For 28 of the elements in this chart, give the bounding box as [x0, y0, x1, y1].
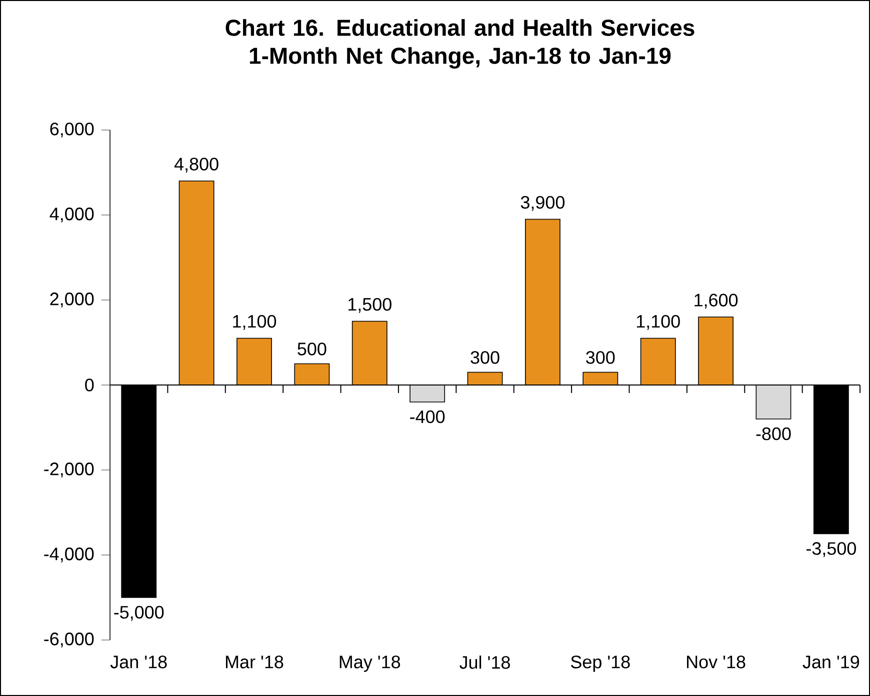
data-label: 1,600: [694, 294, 738, 309]
data-label: 300: [470, 351, 500, 364]
x-tick-label: Mar '18: [226, 656, 284, 668]
x-tick-label: Sep '18: [570, 656, 630, 672]
data-label: -5,000: [114, 606, 164, 621]
y-tick-label: 6,000: [50, 122, 94, 138]
data-label: 1,100: [636, 314, 680, 330]
y-tick-label: 2,000: [50, 292, 94, 308]
y-tick-label: -2,000: [44, 462, 94, 478]
x-tick-label: Jan '19: [802, 656, 860, 668]
y-tick-label: 4,000: [50, 208, 94, 222]
x-tick-label: Jan '18: [110, 656, 167, 668]
y-tick-label: -6,000: [44, 632, 94, 648]
data-label: 1,100: [233, 314, 276, 330]
data-label: 3,900: [520, 196, 565, 211]
x-tick-label: May '18: [340, 656, 400, 672]
data-label: -3,500: [806, 542, 856, 558]
data-label: 4,800: [174, 158, 218, 173]
chart-title: Chart 16. Educational and Health Services 1-Month Net Change, Jan-18 to Jan-19: [226, 19, 694, 69]
data-label: 1,500: [348, 298, 392, 313]
data-label: 300: [586, 351, 615, 364]
x-tick-label: Jul '18: [460, 656, 510, 669]
data-label: 500: [298, 342, 326, 356]
x-tick-label: Nov '18: [687, 656, 746, 668]
y-tick-label: 0: [85, 378, 94, 392]
data-label: -400: [410, 410, 445, 424]
y-tick-label: -4,000: [44, 548, 94, 562]
data-label: -800: [756, 427, 791, 440]
